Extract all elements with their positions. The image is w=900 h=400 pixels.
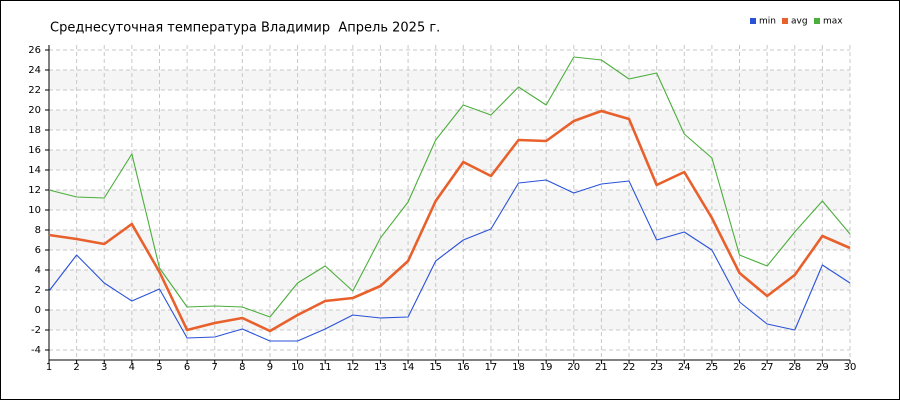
x-tick-label: 6	[184, 362, 190, 373]
x-tick-label: 13	[374, 362, 387, 373]
x-tick-label: 17	[485, 362, 498, 373]
x-tick-label: 15	[429, 362, 442, 373]
band	[49, 310, 850, 330]
y-tick-label: 4	[35, 265, 41, 276]
y-tick-label: 2	[35, 285, 41, 296]
x-tick-label: 19	[540, 362, 553, 373]
legend-label: avg	[791, 17, 808, 27]
x-tick-label: 18	[512, 362, 525, 373]
band	[49, 230, 850, 250]
x-tick-label: 28	[788, 362, 801, 373]
x-tick-label: 25	[706, 362, 719, 373]
x-tick-label: 23	[650, 362, 663, 373]
y-tick-label: 8	[35, 225, 41, 236]
y-tick-label: 0	[35, 305, 41, 316]
y-tick-label: 6	[35, 245, 41, 256]
legend-label: min	[759, 17, 776, 27]
y-tick-label: 18	[28, 125, 41, 136]
band	[49, 270, 850, 290]
y-tick-label: 20	[28, 105, 41, 116]
y-tick-label: 16	[28, 145, 41, 156]
x-tick-label: 2	[73, 362, 79, 373]
x-tick-label: 8	[239, 362, 245, 373]
legend-swatch	[814, 18, 820, 24]
series-line	[48, 179, 851, 342]
x-tick-label: 1	[46, 362, 52, 373]
x-tick-label: 10	[291, 362, 304, 373]
x-tick-label: 12	[346, 362, 359, 373]
x-tick-label: 26	[733, 362, 746, 373]
legend-label: max	[823, 17, 843, 27]
y-tick-label: 10	[28, 205, 41, 216]
band	[49, 190, 850, 210]
x-tick-label: 27	[761, 362, 774, 373]
band	[49, 70, 850, 90]
y-tick-label: 14	[28, 165, 41, 176]
y-tick-label: 22	[28, 85, 41, 96]
x-tick-label: 20	[567, 362, 580, 373]
series-line	[48, 56, 851, 318]
y-tick-label: 26	[28, 45, 41, 56]
y-tick-label: -4	[31, 345, 41, 356]
y-tick-label: 12	[28, 185, 41, 196]
x-tick-label: 16	[457, 362, 470, 373]
x-tick-label: 4	[129, 362, 135, 373]
band	[49, 110, 850, 130]
x-tick-label: 9	[267, 362, 273, 373]
x-tick-label: 11	[319, 362, 332, 373]
chart-title: Среднесуточная температура Владимир Апре…	[50, 21, 440, 36]
x-tick-label: 3	[101, 362, 107, 373]
x-tick-label: 22	[623, 362, 636, 373]
x-tick-label: 5	[156, 362, 162, 373]
band	[49, 150, 850, 170]
x-tick-label: 24	[678, 362, 691, 373]
x-tick-label: 30	[844, 362, 857, 373]
y-tick-label: 24	[28, 65, 41, 76]
x-tick-label: 21	[595, 362, 608, 373]
series-line	[48, 109, 851, 333]
x-tick-label: 7	[212, 362, 218, 373]
legend-swatch	[750, 18, 756, 24]
legend-swatch	[782, 18, 788, 24]
x-tick-label: 14	[402, 362, 415, 373]
y-tick-label: -2	[31, 325, 41, 336]
x-tick-label: 29	[816, 362, 829, 373]
